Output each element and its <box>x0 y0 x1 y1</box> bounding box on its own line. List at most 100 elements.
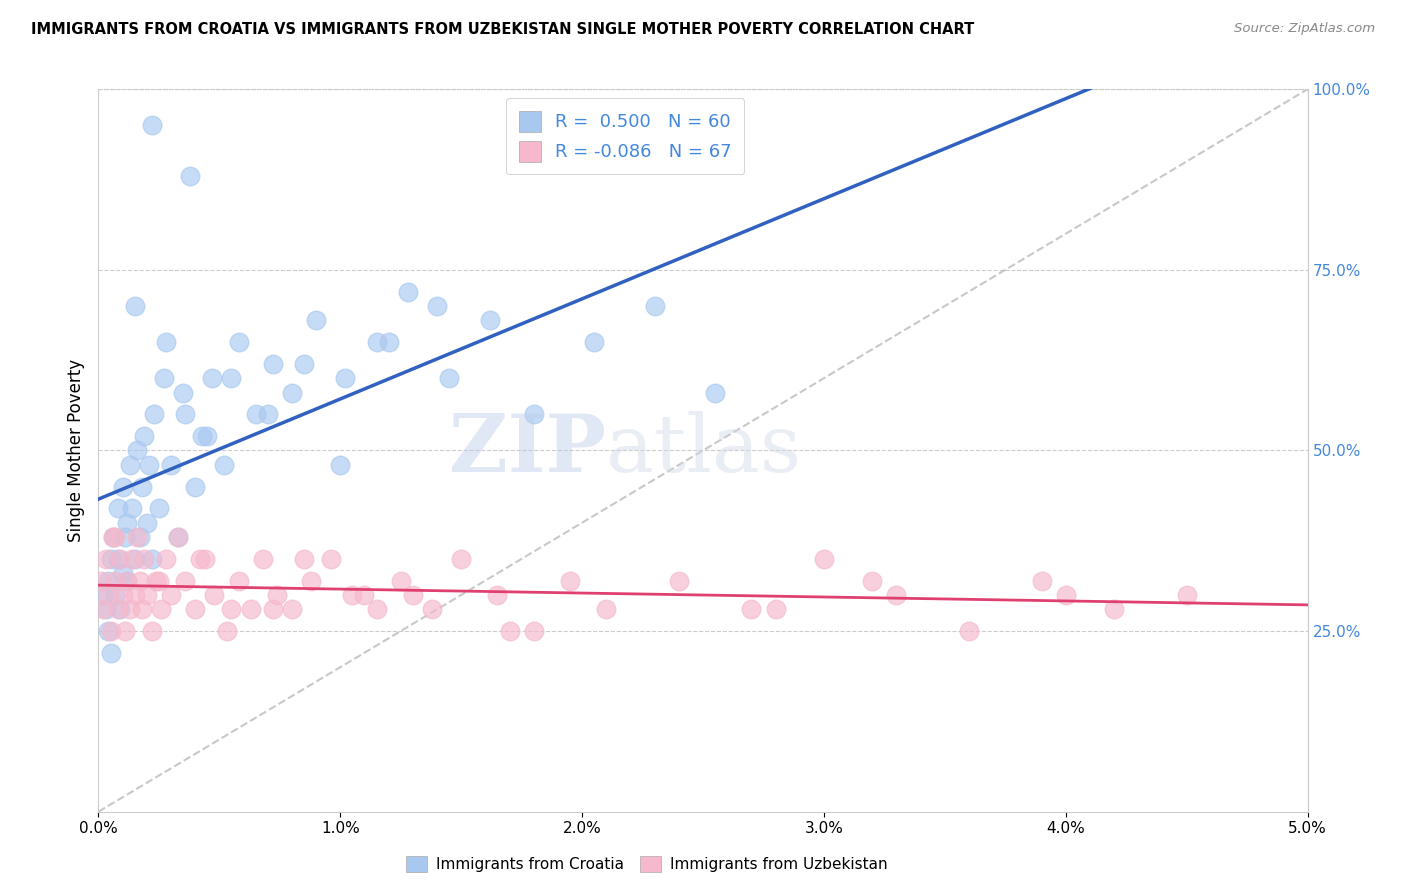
Point <box>765 602 787 616</box>
Point <box>155 334 177 349</box>
Point <box>262 602 284 616</box>
Point <box>101 530 124 544</box>
Point <box>333 371 356 385</box>
Point <box>860 574 883 588</box>
Point <box>184 602 207 616</box>
Point <box>957 624 980 639</box>
Point <box>239 602 262 616</box>
Text: Source: ZipAtlas.com: Source: ZipAtlas.com <box>1234 22 1375 36</box>
Point <box>101 530 124 544</box>
Point <box>426 299 449 313</box>
Point <box>389 574 412 588</box>
Point <box>117 516 139 530</box>
Point <box>90 574 112 588</box>
Point <box>128 574 150 588</box>
Point <box>141 118 163 132</box>
Point <box>124 588 146 602</box>
Point <box>292 551 315 566</box>
Point <box>167 530 190 544</box>
Point <box>266 588 288 602</box>
Point <box>194 551 217 566</box>
Point <box>104 574 127 588</box>
Point <box>118 458 141 472</box>
Point <box>100 624 122 639</box>
Point <box>228 334 250 349</box>
Point <box>155 551 177 566</box>
Point <box>107 551 129 566</box>
Legend: R =  0.500   N = 60, R = -0.086   N = 67: R = 0.500 N = 60, R = -0.086 N = 67 <box>506 98 745 174</box>
Point <box>212 458 235 472</box>
Point <box>97 588 120 602</box>
Point <box>1102 602 1125 616</box>
Point <box>127 530 149 544</box>
Point <box>523 407 546 421</box>
Point <box>108 602 131 616</box>
Point <box>1054 588 1077 602</box>
Point <box>595 602 617 616</box>
Point <box>188 551 211 566</box>
Point <box>91 602 114 616</box>
Point <box>1175 588 1198 602</box>
Point <box>141 624 163 639</box>
Point <box>486 588 509 602</box>
Point <box>131 480 153 494</box>
Point <box>94 602 117 616</box>
Point <box>191 429 214 443</box>
Point <box>114 624 136 639</box>
Point <box>91 588 114 602</box>
Point <box>150 602 173 616</box>
Point <box>145 574 167 588</box>
Point <box>201 371 224 385</box>
Point <box>117 574 139 588</box>
Point <box>97 624 120 639</box>
Point <box>420 602 443 616</box>
Point <box>131 602 153 616</box>
Point <box>141 551 163 566</box>
Point <box>111 480 134 494</box>
Point <box>195 429 218 443</box>
Point <box>281 385 304 400</box>
Text: ZIP: ZIP <box>450 411 606 490</box>
Text: IMMIGRANTS FROM CROATIA VS IMMIGRANTS FROM UZBEKISTAN SINGLE MOTHER POVERTY CORR: IMMIGRANTS FROM CROATIA VS IMMIGRANTS FR… <box>31 22 974 37</box>
Point <box>479 313 502 327</box>
Point <box>342 588 364 602</box>
Point <box>94 551 117 566</box>
Point <box>121 551 143 566</box>
Point <box>152 371 174 385</box>
Point <box>174 574 197 588</box>
Point <box>111 566 134 581</box>
Point <box>305 313 328 327</box>
Point <box>262 357 284 371</box>
Point <box>281 602 304 616</box>
Point <box>668 574 690 588</box>
Point <box>396 285 419 299</box>
Point <box>644 299 666 313</box>
Point <box>402 588 425 602</box>
Point <box>256 407 278 421</box>
Point <box>204 588 226 602</box>
Point <box>450 551 472 566</box>
Point <box>221 371 243 385</box>
Point <box>121 501 143 516</box>
Point <box>523 624 546 639</box>
Point <box>437 371 460 385</box>
Point <box>104 530 127 544</box>
Point <box>299 574 322 588</box>
Point <box>221 602 243 616</box>
Point <box>174 407 197 421</box>
Point <box>111 588 134 602</box>
Point <box>138 458 160 472</box>
Point <box>377 334 399 349</box>
Point <box>740 602 762 616</box>
Point <box>215 624 238 639</box>
Point <box>167 530 190 544</box>
Point <box>108 551 131 566</box>
Point <box>143 407 166 421</box>
Point <box>252 551 274 566</box>
Point <box>228 574 250 588</box>
Point <box>135 588 157 602</box>
Point <box>135 516 157 530</box>
Point <box>1031 574 1053 588</box>
Point <box>245 407 267 421</box>
Point <box>114 530 136 544</box>
